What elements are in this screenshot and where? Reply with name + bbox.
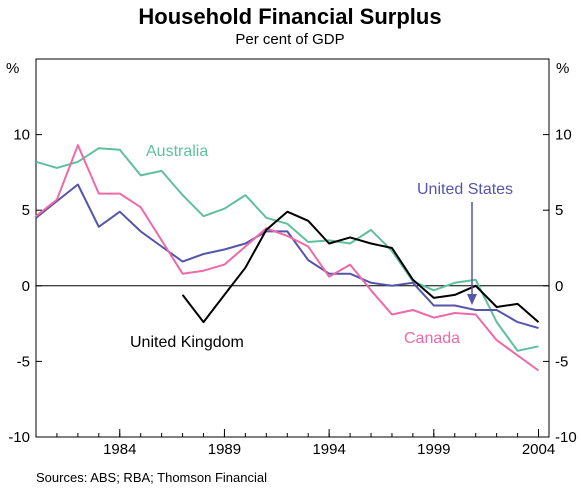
us-label-arrow	[467, 202, 477, 305]
y-axis-left: -10 -5 0 5 10	[8, 127, 42, 446]
source-note: Sources: ABS; RBA; Thomson Financial	[36, 470, 267, 485]
x-tick-label: 1994	[312, 441, 345, 458]
x-tick-label: 2004	[522, 441, 555, 458]
x-tick-label: 1999	[417, 441, 450, 458]
series-line-canada	[35, 144, 540, 372]
y-tick-label-left: 5	[22, 202, 30, 219]
y-tick-label-right: 10	[555, 127, 572, 144]
chart-subtitle: Per cent of GDP	[235, 31, 344, 48]
label-united-states: United States	[417, 181, 513, 198]
series-line-australia	[35, 147, 539, 352]
x-axis: 1984 1989 1994 1999 2004	[35, 429, 555, 458]
y-tick-label-left: 0	[22, 278, 30, 295]
series-line-united-states	[35, 183, 539, 330]
series-lines	[35, 144, 540, 372]
label-canada: Canada	[404, 330, 460, 347]
label-australia: Australia	[146, 143, 208, 160]
y-tick-label-right: -5	[555, 353, 568, 370]
y-tick-label-right: 0	[555, 278, 563, 295]
y-unit-right: %	[556, 60, 569, 77]
y-unit-left: %	[6, 60, 19, 77]
x-tick-label: 1989	[208, 441, 241, 458]
y-tick-label-right: 5	[555, 202, 563, 219]
y-tick-label-left: -5	[17, 353, 30, 370]
series-line-united-kingdom	[181, 210, 540, 324]
label-united-kingdom: United Kingdom	[130, 334, 244, 351]
y-tick-label-left: -10	[8, 429, 30, 446]
chart-title: Household Financial Surplus	[138, 4, 441, 29]
y-tick-label-right: -10	[555, 429, 577, 446]
y-tick-label-left: 10	[13, 127, 30, 144]
plot-frame	[35, 58, 550, 438]
x-tick-label: 1984	[103, 441, 136, 458]
y-axis-right: -10 -5 0 5 10	[543, 127, 577, 446]
